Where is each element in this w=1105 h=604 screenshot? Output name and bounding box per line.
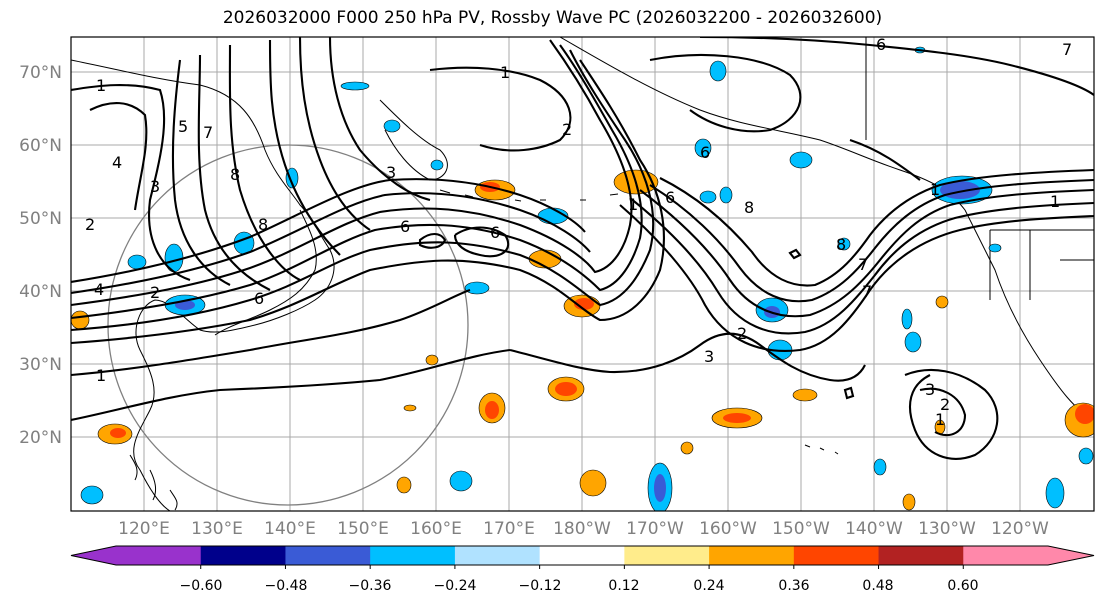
latitude-labels: 70°N 60°N 50°N 40°N 30°N 20°N (19, 63, 62, 448)
colorbar-tick-label: −0.60 (180, 578, 223, 594)
contour-label: 6 (700, 143, 710, 162)
colorbar-segment (200, 546, 286, 565)
lon-label: 140°W (845, 519, 903, 539)
contour-label: 3 (925, 380, 935, 399)
map-panel: 1 1 5 7 4 3 2 8 8 3 6 6 6 4 6 1 1 2 3 8 … (71, 35, 1094, 511)
contour-labels: 1 1 5 7 4 3 2 8 8 3 6 6 6 4 6 1 1 2 3 8 … (85, 35, 1072, 429)
region-circle (107, 144, 469, 506)
lon-label: 140°E (264, 519, 316, 539)
colorbar-tick-label: −0.48 (265, 578, 308, 594)
colorbar-segment (454, 546, 541, 565)
colorbar-segment (370, 546, 456, 565)
lat-label: 70°N (19, 63, 62, 83)
contour-label: 1 (500, 63, 510, 82)
contour-label: 1 (96, 76, 106, 95)
colorbar-segment (793, 546, 880, 565)
lat-label: 30°N (19, 355, 62, 375)
contour-label: 1 (1050, 192, 1060, 211)
pv-anomaly-fills (71, 46, 1094, 511)
colorbar-tick-label: −0.24 (434, 578, 477, 594)
lon-label: 130°E (191, 519, 243, 539)
lon-label: 170°W (626, 519, 684, 539)
contour-label: 8 (744, 198, 754, 217)
lat-label: 50°N (19, 209, 62, 229)
colorbar-segment (878, 546, 964, 565)
colorbar-segment (285, 546, 371, 565)
lat-label: 60°N (19, 136, 62, 156)
contour-label: 3 (386, 163, 396, 182)
lon-label: 150°W (772, 519, 830, 539)
contour-label: 7 (862, 282, 872, 301)
colorbar-segment (709, 546, 795, 565)
colorbar-segment (116, 546, 202, 565)
map-title: 2026032000 F000 250 hPa PV, Rossby Wave … (222, 8, 883, 28)
lon-label: 120°W (991, 519, 1049, 539)
contour-label: 2 (737, 324, 747, 343)
contour-label: 7 (203, 123, 213, 142)
colorbar-extend-min (71, 546, 116, 565)
contour-label: 4 (94, 280, 104, 299)
contour-label: 1 (930, 180, 940, 199)
contour-label: 6 (876, 35, 886, 54)
contour-label: 7 (1062, 40, 1072, 59)
colorbar-outline (70, 545, 1095, 566)
lon-label: 150°E (337, 519, 389, 539)
contour-label: 1 (628, 195, 638, 214)
longitude-labels: 120°E 130°E 140°E 150°E 160°E 170°E 180°… (118, 519, 1049, 539)
coastlines (71, 37, 1094, 511)
colorbar-tick-label: 0.36 (778, 578, 809, 594)
colorbar-tick-label: 0.48 (862, 578, 893, 594)
contour-label: 1 (96, 366, 106, 385)
colorbar-tick-label: 0.60 (947, 578, 978, 594)
contour-label: 1 (935, 410, 945, 429)
pv-contours (71, 37, 1094, 460)
contour-label: 7 (858, 255, 868, 274)
contour-label: 2 (85, 215, 95, 234)
lat-label: 20°N (19, 428, 62, 448)
lon-label: 160°W (699, 519, 757, 539)
colorbar (70, 545, 1095, 569)
contour-label: 8 (836, 235, 846, 254)
colorbar-segment (539, 546, 625, 565)
contour-label: 8 (230, 165, 240, 184)
colorbar-segment (624, 546, 710, 565)
contour-label: 6 (400, 217, 410, 236)
contour-label: 6 (665, 188, 675, 207)
colorbar-tick-labels: −0.60 −0.48 −0.36 −0.24 −0.12 0.12 0.24 … (180, 578, 979, 594)
lon-label: 160°E (410, 519, 462, 539)
lat-label: 40°N (19, 282, 62, 302)
colorbar-extend-max (1048, 546, 1094, 565)
contour-label: 2 (562, 120, 572, 139)
contour-label: 5 (178, 117, 188, 136)
lon-label: 120°E (118, 519, 170, 539)
lon-label: 130°W (918, 519, 976, 539)
lon-label: 170°E (483, 519, 535, 539)
colorbar-tick-label: 0.12 (608, 578, 639, 594)
contour-label: 3 (150, 177, 160, 196)
colorbar-segment (963, 546, 1049, 565)
contour-label: 4 (112, 153, 122, 172)
contour-label: 8 (258, 215, 268, 234)
lon-label: 180°W (553, 519, 611, 539)
colorbar-tick-label: −0.12 (519, 578, 562, 594)
contour-label: 2 (940, 395, 950, 414)
contour-label: 3 (704, 347, 714, 366)
contour-label: 2 (150, 283, 160, 302)
contour-label: 6 (490, 223, 500, 242)
map-border (70, 36, 1095, 512)
colorbar-tick-label: 0.24 (693, 578, 724, 594)
contour-label: 6 (254, 289, 264, 308)
colorbar-tick-label: −0.36 (349, 578, 392, 594)
